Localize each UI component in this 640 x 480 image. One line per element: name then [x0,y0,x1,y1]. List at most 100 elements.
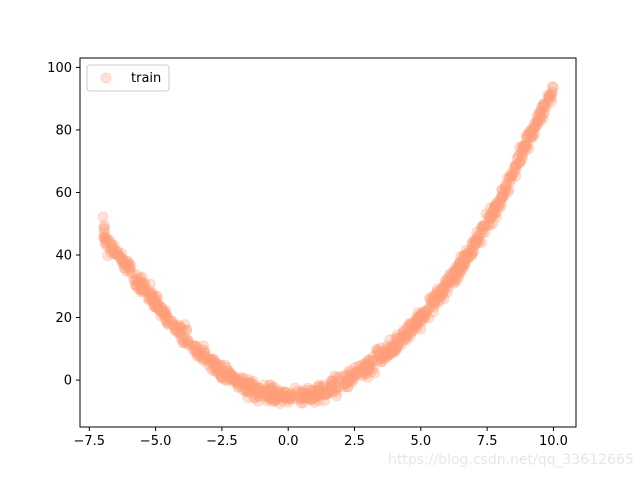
y-tick-label: 60 [55,186,72,201]
data-point [244,378,256,390]
data-point [220,369,232,381]
data-point [269,395,281,407]
data-point [285,392,297,404]
data-point [424,300,436,312]
data-point [382,346,394,358]
data-point [459,252,471,264]
data-point [459,253,471,265]
data-point [410,318,422,330]
data-point [245,383,257,395]
data-point [398,330,410,342]
data-point [309,390,321,402]
data-point [265,385,277,397]
data-point [173,319,185,331]
data-point [211,360,223,372]
data-point [219,359,231,371]
data-point [417,311,429,323]
data-point [415,309,427,321]
data-point [233,375,245,387]
data-point [363,360,375,372]
data-point [245,381,257,393]
data-point [389,341,401,353]
data-point [459,249,471,261]
data-point [431,283,443,295]
data-point [152,299,164,311]
data-point [207,353,218,365]
data-point [360,368,372,380]
data-point [487,217,499,229]
data-point [389,346,401,358]
data-point [252,384,264,396]
data-point [523,143,535,155]
data-point [420,307,432,319]
data-point [406,326,418,338]
data-point [394,331,406,343]
data-point [106,238,118,250]
data-point [405,318,417,330]
data-point [375,342,387,354]
data-point [443,276,455,288]
data-point [387,341,399,353]
data-point [390,343,402,355]
data-point [313,389,325,401]
data-point [248,392,260,404]
data-point [99,223,111,235]
data-point [535,111,546,123]
data-point [423,292,435,304]
data-point [161,317,173,329]
data-point [220,374,232,386]
data-point [266,387,278,399]
data-point [278,386,290,398]
plot-frame [79,57,577,428]
data-point [222,368,234,380]
data-point [257,387,269,399]
data-point [138,284,150,296]
data-point [475,227,487,239]
data-point [150,300,162,312]
data-point [436,283,448,295]
data-point [543,94,555,106]
data-point [365,360,377,372]
data-point [119,258,131,270]
data-point [175,328,187,340]
data-point [505,173,517,185]
data-point [350,367,362,379]
data-point [375,353,387,365]
data-point [466,249,478,261]
data-point [313,379,325,391]
data-point [471,235,483,247]
data-point [536,101,548,113]
data-point [174,321,186,333]
data-point [253,390,265,402]
data-point [229,374,241,386]
data-point [515,154,527,166]
data-point [369,367,381,379]
data-point [466,249,478,261]
data-point [247,381,259,393]
data-point [317,388,329,400]
data-point [263,390,275,402]
data-point [301,390,313,402]
data-point [252,382,264,394]
data-point [489,207,501,219]
data-point [411,311,423,323]
data-point [298,391,310,403]
data-point [332,371,344,383]
data-point [467,246,479,258]
data-point [264,379,276,391]
data-point [205,362,217,374]
data-point [170,324,182,336]
data-point [511,158,523,170]
data-point [389,339,401,351]
data-point [325,380,337,392]
data-point [99,237,111,249]
data-point [242,392,254,404]
data-point [176,325,188,337]
data-point [519,145,531,157]
data-point [266,388,278,400]
data-point [99,233,111,245]
data-point [402,326,414,338]
data-point [435,289,447,301]
data-point [149,301,161,313]
data-point [537,100,549,112]
